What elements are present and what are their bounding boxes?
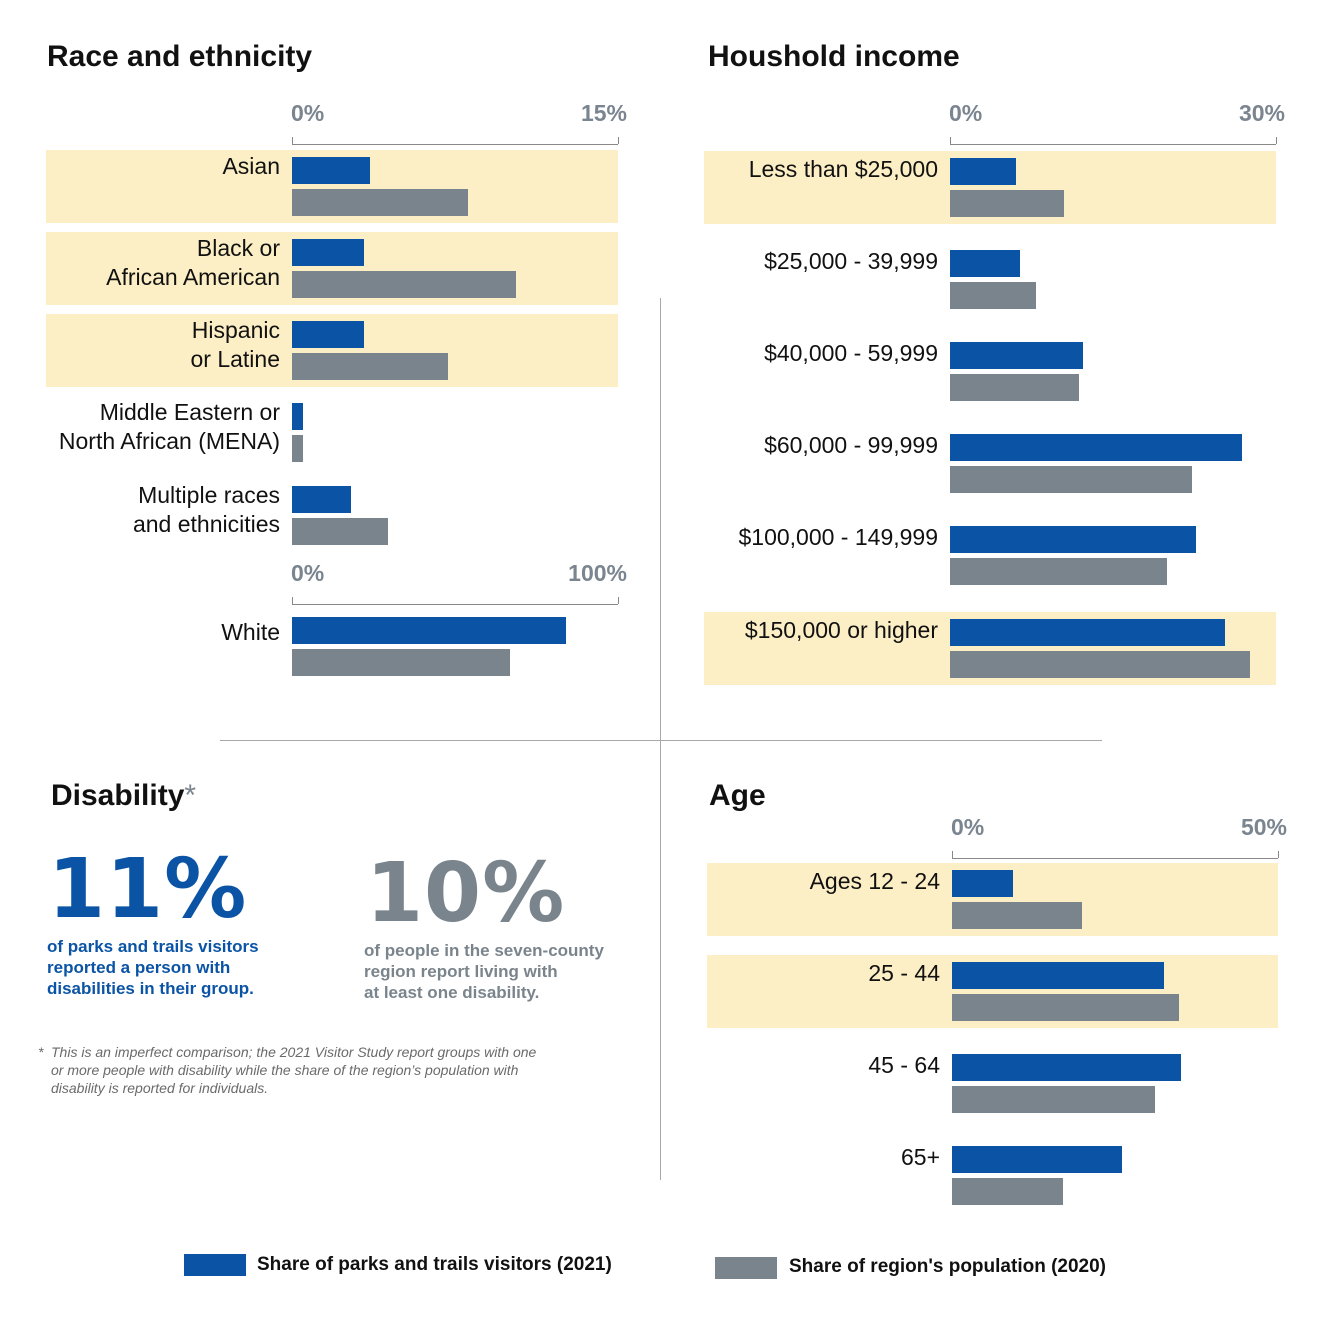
income-60-000-99-999-label: $60,000 - 99,999: [764, 432, 938, 458]
race-tick-label-min: 0%: [291, 100, 325, 126]
visitors-disability-stat: 11%: [48, 842, 248, 937]
income-40-000-59-999-bar-visitors: [950, 342, 1083, 369]
income-40-000-59-999-bar-population: [950, 374, 1080, 401]
age-tick-label-max: 50%: [1240, 814, 1287, 840]
income-tick-label-max: 30%: [1238, 100, 1285, 126]
footnote-mark: *: [38, 1044, 44, 1060]
disability-title-text: Disability: [51, 779, 185, 812]
age-ages-12-24-label: Ages 12 - 24: [809, 868, 940, 894]
visitors-disability-description: of parks and trails visitors reported a …: [47, 937, 259, 998]
race-middle-eastern-or-north-african-mena-label: Middle Eastern or North African (MENA): [58, 399, 280, 454]
income-axis-line: [950, 144, 1276, 145]
race-white-axis-line: [292, 604, 618, 605]
race-axis-line: [292, 144, 618, 145]
race-hispanic-or-latine-label: Hispanic or Latine: [190, 317, 280, 372]
income-tick-label-min: 0%: [949, 100, 983, 126]
income-150-000-or-higher-bar-visitors: [950, 619, 1225, 646]
race-asian-label: Asian: [222, 153, 280, 179]
race-middle-eastern-or-north-african-mena-bar-visitors: [292, 403, 303, 430]
income-less-than-25-000-bar-visitors: [950, 158, 1017, 185]
population-disability-stat: 10%: [366, 846, 566, 941]
race-asian-bar-visitors: [292, 157, 371, 184]
disability-title: Disability*: [51, 779, 196, 813]
income-25-000-39-999-label: $25,000 - 39,999: [764, 248, 938, 274]
age-25-44-label: 25 - 44: [868, 960, 940, 986]
income-less-than-25-000-label: Less than $25,000: [748, 156, 938, 182]
legend-swatch-population: [715, 1257, 777, 1279]
vertical-divider: [660, 298, 661, 1180]
race-white-axis-tick-max: [618, 597, 619, 604]
age-axis-line: [952, 858, 1278, 859]
age-tick-label-min: 0%: [951, 814, 985, 840]
horizontal-divider: [220, 740, 1102, 741]
race-black-or-african-american-bar-visitors: [292, 239, 364, 266]
race-white-white-label: White: [221, 619, 280, 645]
disability-footnote: This is an imperfect comparison; the 202…: [51, 1044, 537, 1096]
race-multiple-races-and-ethnicities-label: Multiple races and ethnicities: [132, 482, 280, 537]
population-disability-description: of people in the seven-county region rep…: [364, 941, 604, 1002]
income-100-000-149-999-bar-population: [950, 558, 1168, 585]
age-ages-12-24-bar-population: [952, 902, 1082, 929]
income-150-000-or-higher-label: $150,000 or higher: [744, 617, 938, 643]
race-white-white-bar-visitors: [292, 617, 566, 644]
age-axis-tick-max: [1278, 851, 1279, 858]
race-tick-label-max: 15%: [580, 100, 627, 126]
income-150-000-or-higher-bar-population: [950, 651, 1250, 678]
age-65-label: 65+: [900, 1144, 940, 1170]
income-axis-tick-max: [1276, 137, 1277, 144]
income-100-000-149-999-label: $100,000 - 149,999: [738, 524, 938, 550]
legend-label-population: Share of region's population (2020): [789, 1256, 1107, 1277]
legend-label-visitors: Share of parks and trails visitors (2021…: [257, 1254, 612, 1275]
race-asian-bar-population: [292, 189, 469, 216]
income-100-000-149-999-bar-visitors: [950, 526, 1196, 553]
race-white-tick-label-max: 100%: [568, 560, 627, 586]
age-25-44-bar-visitors: [952, 962, 1164, 989]
age-65-bar-population: [952, 1178, 1063, 1205]
income-25-000-39-999-bar-visitors: [950, 250, 1020, 277]
race-hispanic-or-latine-bar-population: [292, 353, 449, 380]
race-multiple-races-and-ethnicities-bar-population: [292, 518, 388, 545]
age-65-bar-visitors: [952, 1146, 1122, 1173]
race-white-white-bar-population: [292, 649, 511, 676]
age-45-64-bar-visitors: [952, 1054, 1181, 1081]
age-25-44-bar-population: [952, 994, 1179, 1021]
age-ages-12-24-bar-visitors: [952, 870, 1014, 897]
race-hispanic-or-latine-bar-visitors: [292, 321, 364, 348]
income-axis-tick-min: [950, 137, 951, 144]
legend-swatch-visitors: [184, 1254, 246, 1276]
disability-asterisk: *: [184, 779, 197, 812]
age-45-64-label: 45 - 64: [868, 1052, 940, 1078]
age-axis-tick-min: [952, 851, 953, 858]
income-60-000-99-999-bar-visitors: [950, 434, 1243, 461]
age-45-64-bar-population: [952, 1086, 1156, 1113]
income-chart-title: Houshold income: [708, 40, 960, 73]
race-axis-tick-min: [292, 137, 293, 144]
age-chart-title: Age: [709, 779, 766, 812]
race-black-or-african-american-bar-population: [292, 271, 516, 298]
race-chart-title: Race and ethnicity: [47, 40, 313, 73]
race-multiple-races-and-ethnicities-bar-visitors: [292, 486, 351, 513]
income-40-000-59-999-label: $40,000 - 59,999: [764, 340, 938, 366]
race-black-or-african-american-label: Black or African American: [106, 235, 280, 290]
race-white-tick-label-min: 0%: [291, 560, 325, 586]
race-middle-eastern-or-north-african-mena-bar-population: [292, 435, 303, 462]
race-white-axis-tick-min: [292, 597, 293, 604]
income-60-000-99-999-bar-population: [950, 466, 1193, 493]
race-axis-tick-max: [618, 137, 619, 144]
income-25-000-39-999-bar-population: [950, 282, 1036, 309]
income-less-than-25-000-bar-population: [950, 190, 1065, 217]
